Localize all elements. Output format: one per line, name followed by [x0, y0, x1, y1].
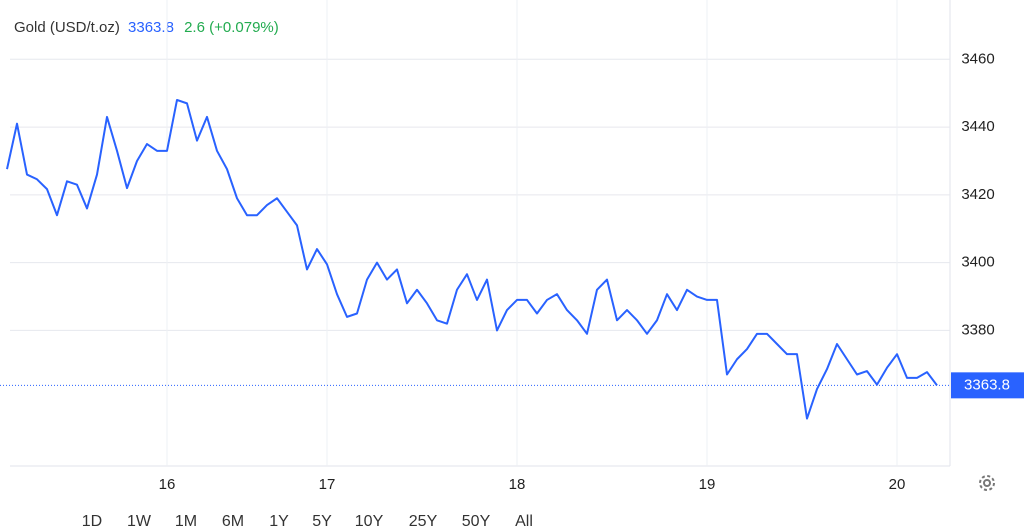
range-button[interactable]: 25Y	[409, 513, 438, 530]
last-price: 3363.8	[128, 19, 174, 36]
last-price-label: 3363.8	[964, 376, 1010, 393]
range-button[interactable]: 6M	[222, 513, 244, 530]
y-tick-label: 3460	[961, 50, 994, 67]
price-change: 2.6 (+0.079%)	[184, 19, 279, 36]
range-button[interactable]: 1D	[82, 513, 102, 530]
x-tick-label: 16	[159, 476, 176, 493]
settings-icon[interactable]	[979, 475, 995, 491]
y-tick-label: 3380	[961, 321, 994, 338]
x-tick-label: 18	[509, 476, 526, 493]
x-tick-label: 17	[319, 476, 336, 493]
range-button[interactable]: 1M	[175, 513, 197, 530]
range-button[interactable]: All	[515, 513, 533, 530]
instrument-title: Gold (USD/t.oz)	[14, 19, 120, 36]
range-button[interactable]: 50Y	[462, 513, 491, 530]
header: Gold (USD/t.oz) 3363.8 2.6 (+0.079%)	[14, 19, 279, 36]
price-line	[6, 98, 938, 420]
x-tick-label: 20	[889, 476, 906, 493]
y-tick-label: 3400	[961, 254, 994, 271]
range-button[interactable]: 10Y	[355, 513, 384, 530]
range-button[interactable]: 1Y	[269, 513, 289, 530]
range-button[interactable]: 5Y	[312, 513, 332, 530]
range-button[interactable]: 1W	[127, 513, 152, 530]
last-price-box	[951, 372, 1024, 399]
y-tick-label: 3440	[961, 118, 994, 135]
y-tick-label: 3420	[961, 186, 994, 203]
x-tick-label: 19	[699, 476, 716, 493]
